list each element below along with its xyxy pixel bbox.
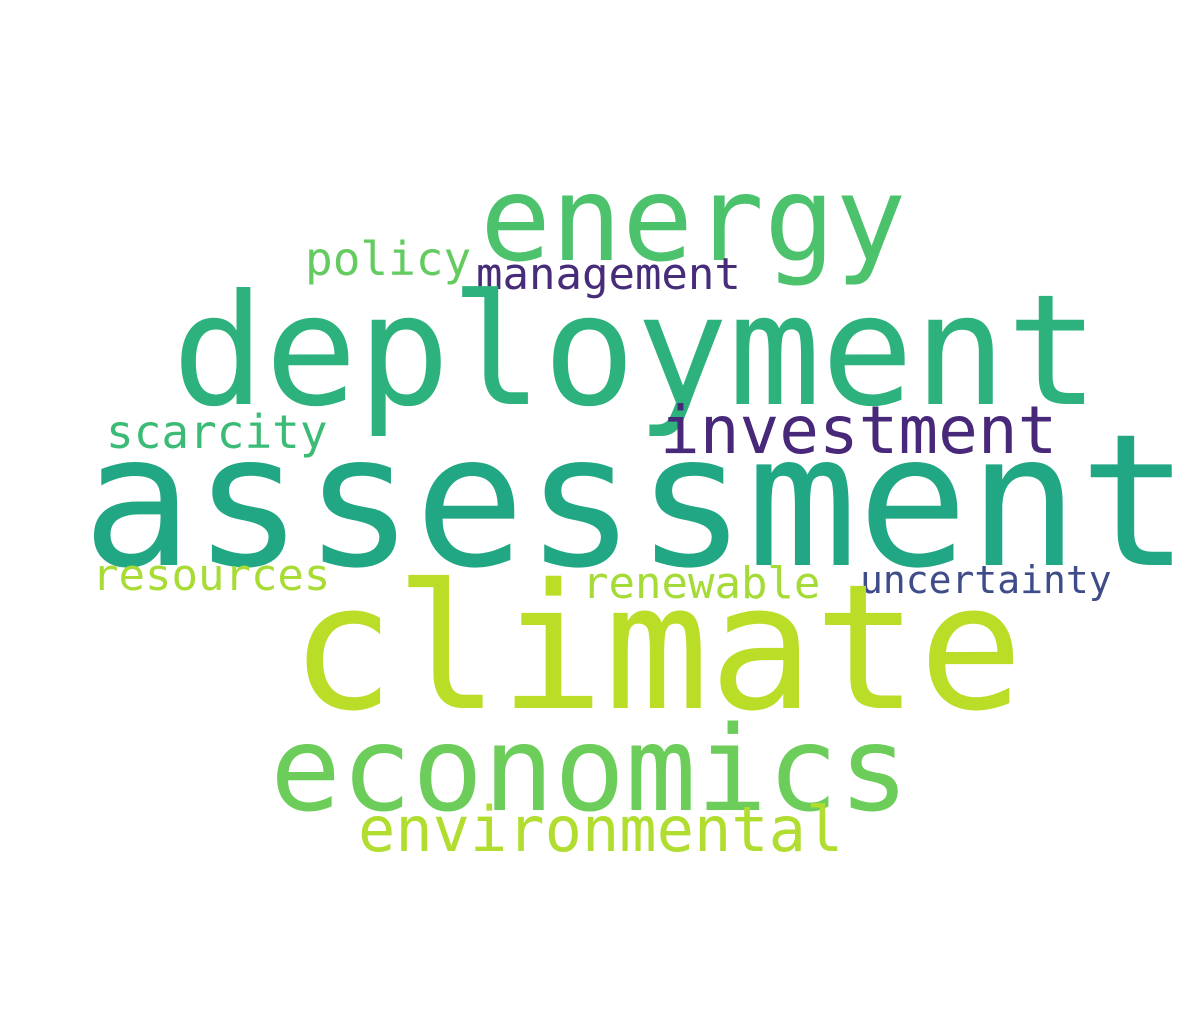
word-deployment: deployment xyxy=(172,262,1100,441)
word-management: management xyxy=(476,249,741,300)
word-renewable: renewable xyxy=(582,558,821,609)
word-policy: policy xyxy=(305,232,472,286)
word-environmental: environmental xyxy=(358,793,844,866)
word-economics: economics xyxy=(270,700,910,838)
word-energy: energy xyxy=(480,150,907,288)
word-climate: climate xyxy=(290,547,1024,750)
word-assessment: assessment xyxy=(82,395,1190,609)
word-investment: investment xyxy=(660,392,1058,469)
word-scarcity: scarcity xyxy=(106,405,328,459)
word-uncertainty: uncertainty xyxy=(860,558,1112,602)
word-resources: resources xyxy=(92,550,331,601)
